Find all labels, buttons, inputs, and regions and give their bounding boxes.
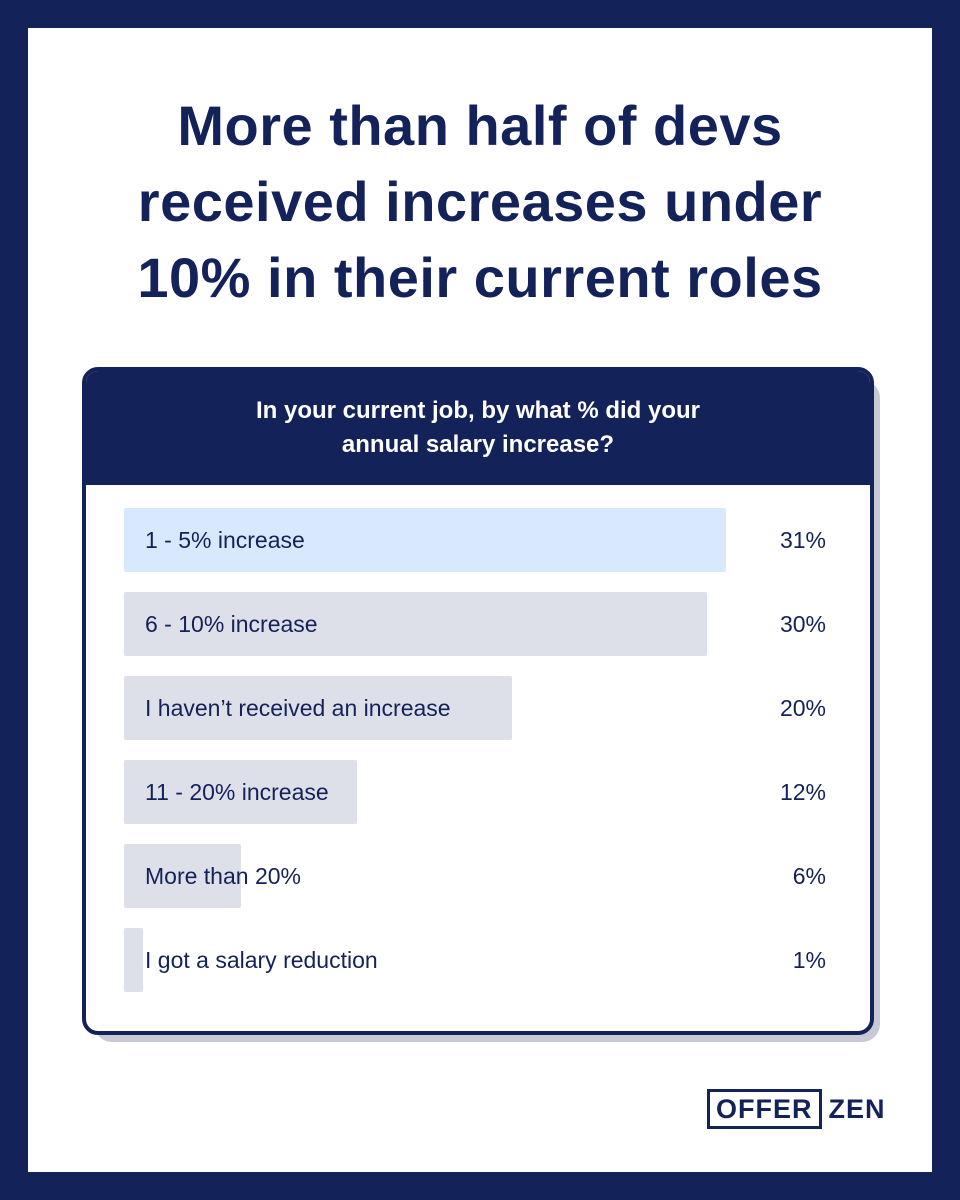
bar-value-label: 12% [779, 779, 826, 805]
bar-value-label: 30% [779, 611, 826, 637]
chart-title-line-2: annual salary increase? [341, 431, 615, 458]
bar-label: I got a salary reduction [145, 947, 378, 973]
bar [124, 760, 358, 824]
headline-line-3: 10% in their current roles [137, 246, 823, 309]
headline: More than half of devs received increase… [0, 88, 960, 316]
chart-title-line-1: In your current job, by what % did your [255, 397, 701, 424]
bar-value-label: 1% [792, 947, 826, 973]
bar-label: 1 - 5% increase [145, 527, 305, 553]
bar-value-label: 20% [779, 695, 826, 721]
chart-title: In your current job, by what % did your … [86, 371, 870, 485]
logo-text: ZEN [828, 1093, 886, 1124]
bar-value-label: 31% [779, 527, 826, 553]
bar-chart: 1 - 5% increase 31% 6 - 10% increase 30% I h… [86, 371, 870, 1031]
bar-row: 11 - 20% increase 12% [86, 760, 870, 826]
chart-card: In your current job, by what % did your … [82, 367, 874, 1035]
headline-line-1: More than half of devs [177, 94, 783, 157]
bar [124, 844, 241, 908]
bar-row: 1 - 5% increase 31% [86, 508, 870, 574]
bar-row: I haven’t received an increase 20% [86, 676, 870, 742]
bar-row: 6 - 10% increase 30% [86, 592, 870, 658]
headline-line-2: received increases under [137, 170, 823, 233]
bar [124, 592, 707, 656]
bar [124, 928, 144, 992]
bar-label: I haven’t received an increase [145, 695, 451, 721]
bar-row: I got a salary reduction 1% [86, 928, 870, 994]
offerzen-logo: OFFER ZEN [707, 1089, 886, 1129]
bar-row: More than 20% 6% [86, 844, 870, 910]
bar-label: 6 - 10% increase [145, 611, 318, 637]
bar [124, 676, 513, 740]
logo-boxed-text: OFFER [707, 1089, 822, 1129]
bar-label: More than 20% [145, 863, 301, 889]
bar-label: 11 - 20% increase [145, 779, 329, 805]
bar-value-label: 6% [792, 863, 826, 889]
bar [124, 508, 726, 572]
